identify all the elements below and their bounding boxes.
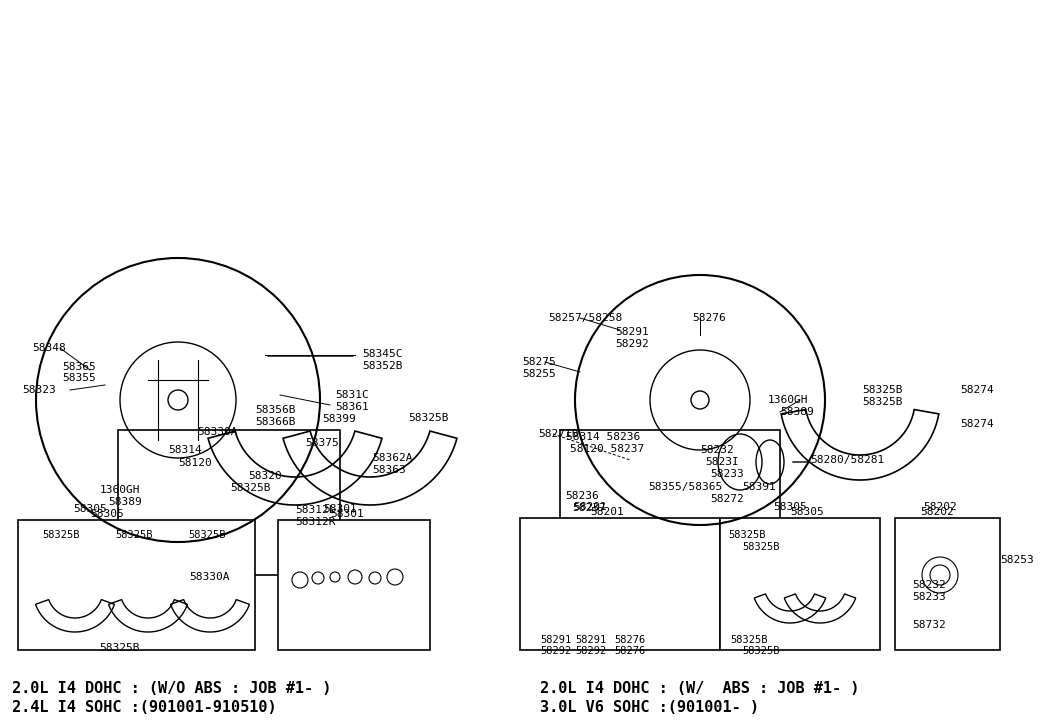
Text: 58355: 58355 — [62, 373, 96, 383]
Text: 58389: 58389 — [780, 407, 814, 417]
Bar — [18, 520, 255, 650]
Text: 58365: 58365 — [62, 362, 96, 372]
Text: 5831C: 5831C — [335, 390, 369, 400]
Text: 58201: 58201 — [573, 502, 607, 512]
Text: 58233: 58233 — [710, 469, 744, 479]
Text: 58305: 58305 — [90, 509, 123, 519]
Text: 58232: 58232 — [701, 445, 733, 455]
Text: 58276: 58276 — [614, 635, 645, 645]
Text: 58272: 58272 — [710, 494, 744, 504]
Bar — [895, 518, 1000, 650]
Bar — [118, 430, 340, 575]
Text: 58363: 58363 — [372, 465, 406, 475]
Text: 58375: 58375 — [305, 438, 339, 448]
Text: 58301: 58301 — [323, 504, 357, 514]
Text: 58292: 58292 — [615, 339, 648, 349]
Text: 58233: 58233 — [912, 592, 946, 602]
Text: 58323: 58323 — [22, 385, 55, 395]
Text: 58325B: 58325B — [115, 530, 152, 540]
Text: 58391: 58391 — [742, 482, 776, 492]
Text: 58280/58281: 58280/58281 — [810, 455, 884, 465]
Text: 58291: 58291 — [575, 635, 606, 645]
Text: 1360GH: 1360GH — [767, 395, 809, 405]
Text: 58352B: 58352B — [362, 361, 403, 371]
Text: 58325B: 58325B — [43, 530, 80, 540]
Text: 58236: 58236 — [566, 491, 598, 501]
Text: 58232: 58232 — [912, 580, 946, 590]
Bar — [520, 518, 720, 650]
Text: 58320: 58320 — [248, 471, 282, 481]
Text: 58325B: 58325B — [862, 397, 902, 407]
Text: 58292: 58292 — [540, 646, 571, 656]
Text: 58325B: 58325B — [230, 483, 270, 493]
Text: 58325B: 58325B — [408, 413, 449, 423]
Text: 58276: 58276 — [692, 313, 726, 323]
Text: 58201: 58201 — [590, 507, 624, 517]
Text: 3.0L V6 SOHC :(901001- ): 3.0L V6 SOHC :(901001- ) — [540, 700, 759, 715]
Text: 58276: 58276 — [614, 646, 645, 656]
Text: 58202: 58202 — [923, 502, 957, 512]
Text: 58120: 58120 — [178, 458, 212, 468]
Text: 58274: 58274 — [960, 385, 994, 395]
Text: 58305: 58305 — [773, 502, 807, 512]
Text: 58312L: 58312L — [296, 505, 336, 515]
Text: 58257/58258: 58257/58258 — [549, 313, 622, 323]
Text: 58362A: 58362A — [372, 453, 412, 463]
Text: 58314: 58314 — [168, 445, 202, 455]
Text: 58325B: 58325B — [188, 530, 225, 540]
Text: 2.0L I4 DOHC : (W/  ABS : JOB #1- ): 2.0L I4 DOHC : (W/ ABS : JOB #1- ) — [540, 681, 859, 696]
Text: 58312R: 58312R — [296, 517, 336, 527]
Text: 58237: 58237 — [572, 503, 606, 513]
Text: 58325B: 58325B — [862, 385, 902, 395]
Text: 58305: 58305 — [790, 507, 824, 517]
Text: 58291: 58291 — [615, 327, 648, 337]
Text: 58389: 58389 — [108, 497, 141, 507]
Text: 58361: 58361 — [335, 402, 369, 412]
Text: 58305: 58305 — [73, 504, 107, 514]
Text: 58274: 58274 — [960, 419, 994, 429]
Text: 58345C: 58345C — [362, 349, 403, 359]
Text: 58356B: 58356B — [255, 405, 296, 415]
Text: 58366B: 58366B — [255, 417, 296, 427]
Text: 58325B: 58325B — [742, 646, 779, 656]
Text: 58202: 58202 — [919, 507, 954, 517]
Text: 1360GH: 1360GH — [100, 485, 140, 495]
Text: 2.0L I4 DOHC : (W/O ABS : JOB #1- ): 2.0L I4 DOHC : (W/O ABS : JOB #1- ) — [12, 681, 332, 696]
Text: 5823I: 5823I — [705, 457, 739, 467]
Text: 58292: 58292 — [575, 646, 606, 656]
Text: 58399: 58399 — [322, 414, 356, 424]
Text: 58348: 58348 — [32, 343, 66, 353]
Text: 58255: 58255 — [522, 369, 556, 379]
Text: 58330A: 58330A — [190, 572, 231, 582]
Text: 58275: 58275 — [522, 357, 556, 367]
Text: 58253: 58253 — [1000, 555, 1033, 565]
Text: 58301: 58301 — [330, 509, 364, 519]
Bar — [560, 430, 780, 580]
Text: 58325B: 58325B — [728, 530, 765, 540]
Text: 58314 58236: 58314 58236 — [566, 432, 640, 442]
Text: 58325B: 58325B — [730, 635, 767, 645]
Text: 58120 58237: 58120 58237 — [570, 444, 644, 454]
Text: 58325B: 58325B — [742, 542, 779, 552]
Bar — [279, 520, 431, 650]
Text: 58325B: 58325B — [100, 643, 140, 653]
Text: 58355/58365: 58355/58365 — [648, 482, 722, 492]
Text: 58330A: 58330A — [198, 427, 238, 437]
Text: 58291: 58291 — [540, 635, 571, 645]
Text: 58732: 58732 — [912, 620, 946, 630]
Bar — [720, 518, 880, 650]
Text: 5827IB: 5827IB — [538, 429, 578, 439]
Text: 2.4L I4 SOHC :(901001-910510): 2.4L I4 SOHC :(901001-910510) — [12, 700, 276, 715]
